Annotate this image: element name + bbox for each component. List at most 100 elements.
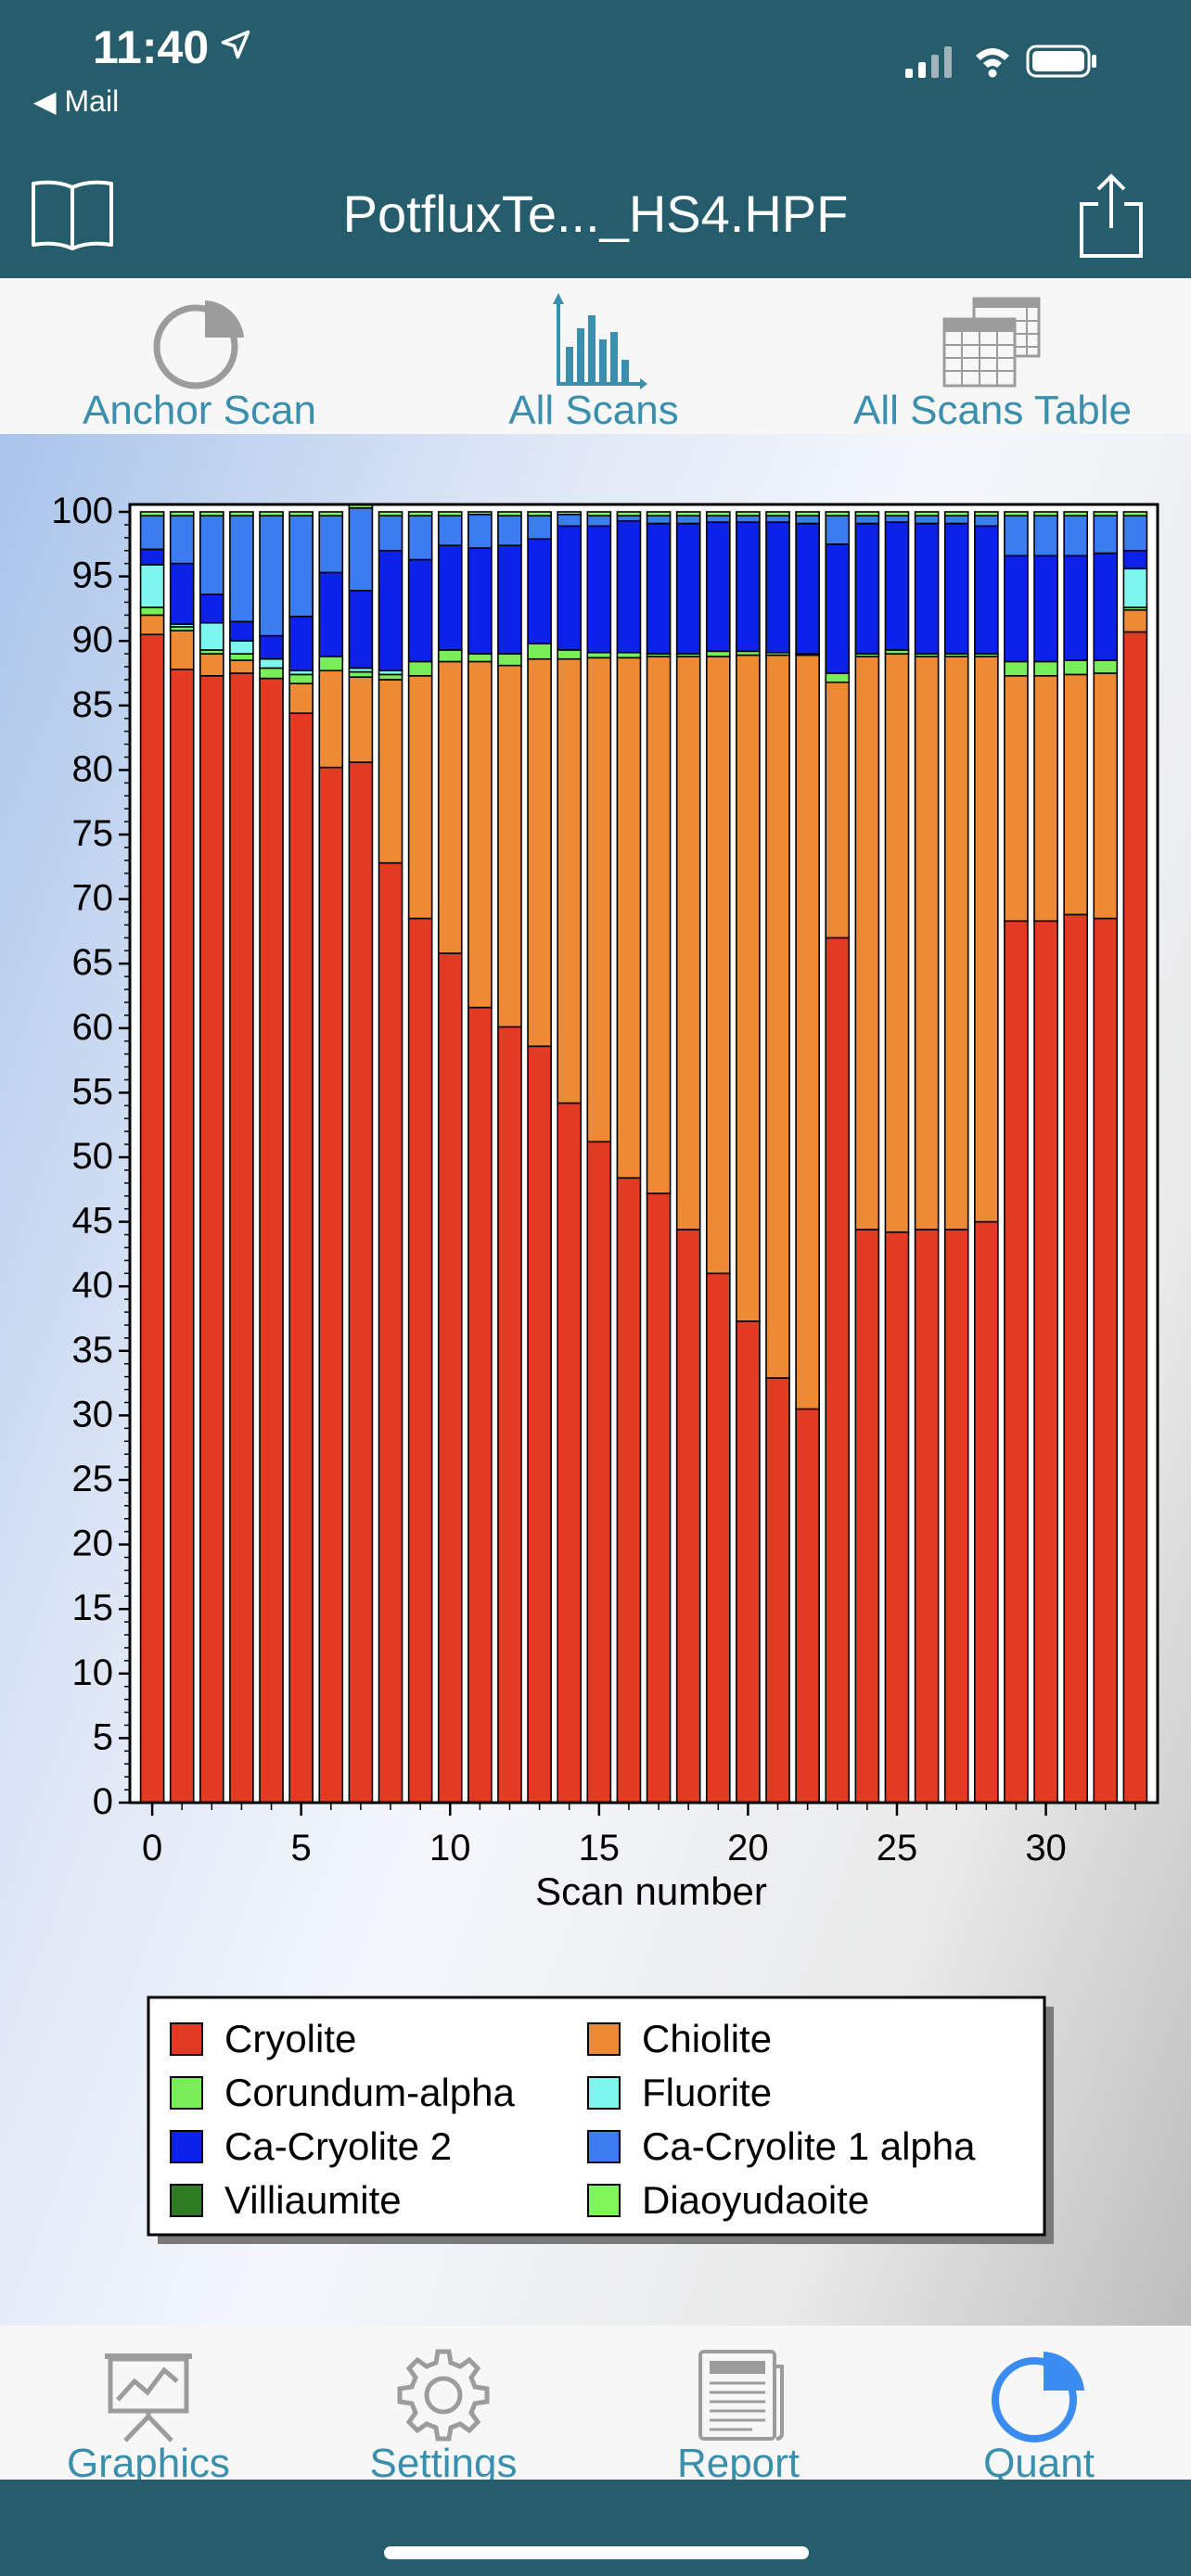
bar-segment: [586, 515, 612, 528]
bar-segment: [854, 1229, 880, 1804]
bar-segment: [139, 511, 165, 516]
bar-segment: [705, 656, 731, 1275]
bar-segment: [527, 657, 552, 1048]
back-to-mail-link[interactable]: ◀ Mail: [33, 84, 120, 118]
book-icon[interactable]: [28, 172, 117, 256]
bar-segment: [139, 606, 165, 617]
bar-segment: [884, 1231, 910, 1804]
y-tick-label: 0: [93, 1781, 113, 1822]
tab-anchor-scan[interactable]: Anchor Scan: [28, 278, 371, 434]
bar-segment: [1033, 555, 1058, 663]
bar-segment: [1063, 913, 1089, 1804]
legend-swatch: [170, 2076, 203, 2110]
bar-segment: [914, 1229, 940, 1804]
y-tick-label: 45: [72, 1201, 114, 1242]
bar-segment: [1004, 660, 1029, 677]
bar-segment: [795, 522, 820, 655]
bar-segment: [795, 654, 820, 1410]
bar-segment: [139, 564, 165, 608]
home-indicator[interactable]: [384, 2546, 809, 2559]
bar-segment: [378, 861, 403, 1804]
bar-segment: [1093, 511, 1119, 516]
bar-segment: [616, 519, 642, 654]
bar-segment: [467, 547, 493, 655]
y-tick-label: 90: [72, 619, 114, 660]
bar-segment: [1004, 555, 1029, 663]
bar-segment: [497, 1026, 522, 1804]
bar-segment: [169, 515, 195, 565]
legend-label: Fluorite: [642, 2071, 772, 2114]
bar-segment: [527, 538, 552, 644]
tab-label: All Scans: [508, 388, 679, 433]
tab-quant[interactable]: Quant: [918, 2326, 1159, 2480]
bar-segment: [943, 515, 969, 525]
bar-segment: [943, 656, 969, 1231]
bar-segment: [348, 670, 374, 678]
bar-segment: [1122, 631, 1148, 1804]
bar-segment: [884, 653, 910, 1233]
bar-segment: [1093, 659, 1119, 674]
tab-settings[interactable]: Settings: [323, 2326, 564, 2480]
bar-segment: [616, 515, 642, 522]
cellular-signal-icon: [905, 46, 952, 78]
bar-segment: [407, 515, 433, 561]
y-tick-label: 55: [72, 1071, 114, 1112]
tab-report[interactable]: Report: [618, 2326, 859, 2480]
bar-segment: [1122, 549, 1148, 570]
bar-segment: [974, 511, 999, 516]
bar-segment: [407, 674, 433, 920]
bar-segment: [616, 511, 642, 516]
bar-segment: [736, 521, 761, 653]
bar-segment: [974, 515, 999, 528]
bar-segment: [229, 511, 254, 516]
bar-segment: [557, 525, 583, 651]
bar-segment: [318, 656, 344, 672]
bar-segment: [497, 653, 522, 667]
bar-segment: [795, 511, 820, 516]
bar-segment: [198, 511, 224, 516]
bar-segment: [795, 1408, 820, 1804]
bar-segment: [527, 515, 552, 541]
x-tick-label: 30: [1025, 1828, 1067, 1868]
share-icon[interactable]: [1076, 171, 1146, 260]
y-tick-label: 65: [72, 942, 114, 983]
bar-segment: [1033, 660, 1058, 677]
bar-segment: [497, 544, 522, 655]
bar-segment: [943, 522, 969, 655]
bar-segment: [765, 654, 790, 1379]
legend-swatch: [170, 2022, 203, 2056]
bar-segment: [557, 511, 583, 516]
view-tabs: Anchor Scan All Scans: [0, 278, 1191, 434]
tab-all-scans-table[interactable]: All Scans Table: [816, 278, 1169, 434]
bar-segment: [318, 515, 344, 574]
tab-graphics[interactable]: Graphics: [28, 2326, 269, 2480]
tab-all-scans[interactable]: All Scans: [436, 278, 751, 434]
y-tick-label: 50: [72, 1136, 114, 1177]
legend-swatch: [170, 2184, 203, 2217]
bar-segment: [586, 657, 612, 1143]
bar-segment: [198, 593, 224, 624]
bar-segment: [198, 621, 224, 651]
legend-label: Corundum-alpha: [224, 2071, 515, 2114]
x-tick-label: 0: [142, 1828, 162, 1868]
bar-segment: [497, 664, 522, 1028]
bar-segment: [467, 1006, 493, 1804]
bar-segment: [1063, 659, 1089, 676]
bar-segment: [854, 515, 880, 525]
newspaper-icon: [698, 2350, 784, 2441]
bar-segment: [259, 511, 284, 516]
bar-segment: [1063, 555, 1089, 661]
legend-label: Cryolite: [224, 2017, 356, 2060]
bar-segment: [795, 515, 820, 525]
bar-segment: [705, 650, 731, 657]
bar-segment: [1122, 511, 1148, 516]
document-title: PotfluxTe..._HS4.HPF: [342, 185, 849, 243]
bar-segment: [437, 649, 463, 663]
bar-segment: [765, 1377, 790, 1804]
bar-segment: [557, 657, 583, 1104]
bar-segment: [1093, 515, 1119, 555]
bar-segment: [854, 656, 880, 1231]
bar-segment: [586, 511, 612, 516]
bar-segment: [616, 657, 642, 1180]
bar-segment: [288, 673, 314, 684]
